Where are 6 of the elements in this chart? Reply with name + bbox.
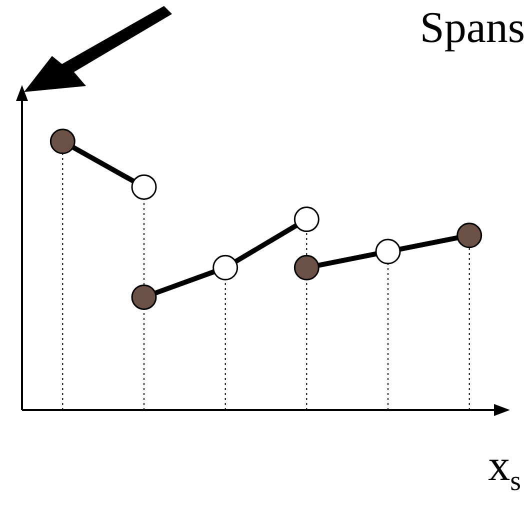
point xyxy=(456,222,482,248)
point xyxy=(294,206,320,232)
chart-title: Spans xyxy=(420,2,525,53)
point xyxy=(294,254,320,280)
point xyxy=(212,254,238,280)
x-axis-title: x$_{s}$ xyxy=(488,440,521,498)
